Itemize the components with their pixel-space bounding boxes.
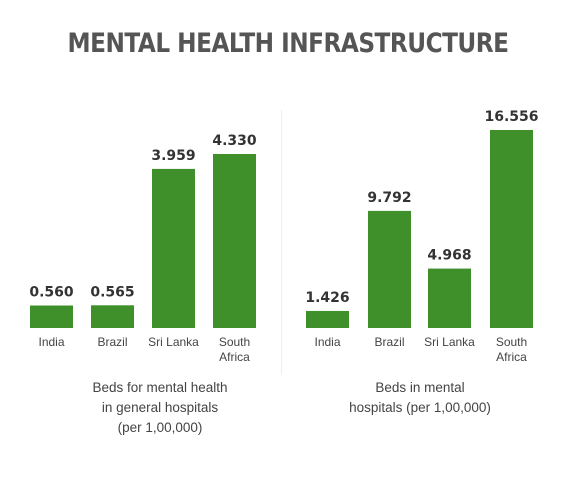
chart-1-category-label: India [38, 335, 64, 349]
chart-1-bar [91, 305, 134, 328]
chart-2-bar [306, 310, 349, 328]
chart-2-category-label: South [496, 335, 527, 349]
chart-1-bar [30, 305, 73, 328]
chart-2-caption-line: Beds in mental [375, 380, 465, 395]
chart-2-category-label: India [314, 335, 340, 349]
chart-1-value-label: 4.330 [212, 133, 257, 149]
chart-2-bar [428, 268, 471, 328]
chart-1-category-label: South [219, 335, 250, 349]
chart-2-category-label: Africa [496, 350, 527, 364]
panel-divider [281, 110, 282, 375]
chart-1-caption: Beds for mental health in general hospit… [60, 378, 260, 438]
chart-1-value-label: 0.565 [90, 284, 134, 300]
chart-1-bar [152, 168, 195, 328]
chart-2-category-label: Sri Lanka [424, 335, 475, 349]
chart-2-value-label: 16.556 [484, 109, 538, 125]
chart-2-category-label: Brazil [374, 335, 404, 349]
chart-2-bar [368, 210, 411, 328]
chart-2-value-label: 9.792 [367, 190, 411, 206]
chart-1-category-label: Brazil [97, 335, 127, 349]
chart-1-category-label: Africa [219, 350, 250, 364]
chart-1-value-label: 0.560 [29, 284, 74, 300]
chart-1-category-label: Sri Lanka [148, 335, 199, 349]
chart-1-value-label: 3.959 [151, 148, 195, 164]
chart-2-bar [490, 130, 533, 328]
chart-2-caption: Beds in mental hospitals (per 1,00,000) [320, 378, 520, 418]
chart-1-bar [213, 154, 256, 328]
chart-1-caption-line: (per 1,00,000) [117, 420, 203, 435]
chart-2-value-label: 4.968 [427, 248, 471, 264]
chart-2-value-label: 1.426 [305, 290, 349, 306]
page-title: MENTAL HEALTH INFRASTRUCTURE [67, 28, 509, 59]
chart-1-caption-line: Beds for mental health [92, 380, 228, 395]
chart-1-caption-line: in general hospitals [101, 400, 219, 415]
chart-2-caption-line: hospitals (per 1,00,000) [349, 400, 491, 415]
